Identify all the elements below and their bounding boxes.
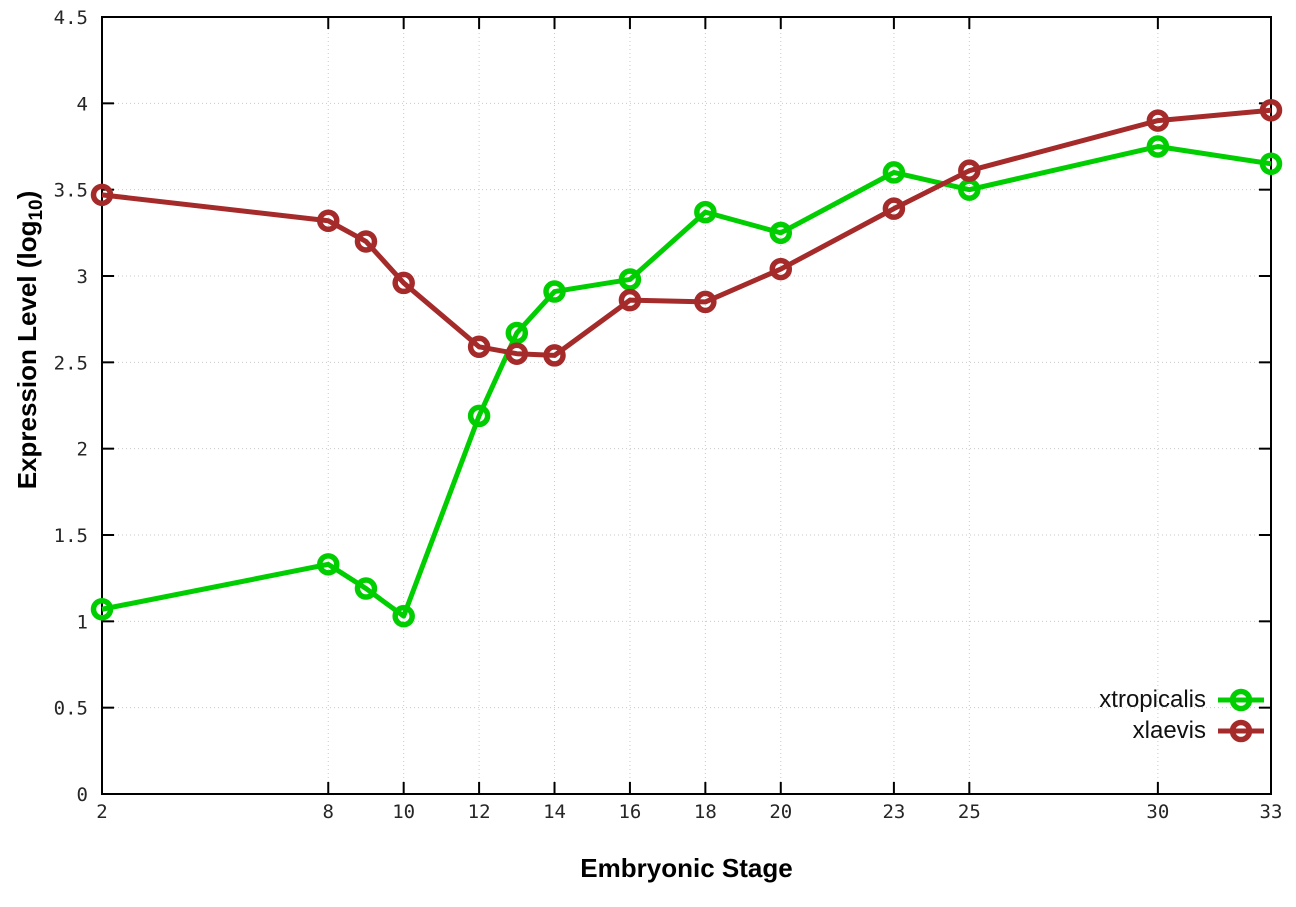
data-point-xlaevis-16 <box>618 288 642 312</box>
data-point-xlaevis-12 <box>467 335 491 359</box>
y-tick-label-3.5: 3.5 <box>54 180 88 202</box>
data-point-xtropicalis-13 <box>505 321 529 345</box>
data-point-xtropicalis-12 <box>467 404 491 428</box>
legend-line-marker-icon <box>1218 719 1264 742</box>
data-point-xlaevis-10 <box>392 271 415 295</box>
data-point-xlaevis-8 <box>317 209 340 232</box>
plot-border <box>101 16 1272 795</box>
data-point-xtropicalis-18 <box>694 200 717 224</box>
y-axis-title-text: Expression Level (log <box>11 220 42 490</box>
data-point-xlaevis-25 <box>958 159 981 182</box>
x-axis-title: Embryonic Stage <box>580 853 793 883</box>
x-tick-label-10: 10 <box>392 801 415 823</box>
legend-label-xtropicalis: xtropicalis <box>1099 685 1206 713</box>
x-tick-label-20: 20 <box>769 801 792 823</box>
x-tick-label-23: 23 <box>882 801 905 823</box>
data-point-xlaevis-33 <box>1259 98 1283 122</box>
data-point-xtropicalis-10 <box>392 604 415 628</box>
y-tick-label-4: 4 <box>77 93 88 115</box>
y-axis-title-subscript: 10 <box>26 199 48 221</box>
data-point-xlaevis-14 <box>543 344 566 367</box>
y-tick-label-1: 1 <box>77 611 88 633</box>
data-point-xlaevis-2 <box>90 183 114 207</box>
data-point-xtropicalis-16 <box>618 268 642 291</box>
x-tick-label-33: 33 <box>1260 801 1283 823</box>
y-axis-title: Expression Level (log10) <box>12 191 48 490</box>
data-point-xtropicalis-14 <box>543 280 566 303</box>
data-point-xtropicalis-20 <box>769 221 793 245</box>
data-point-xtropicalis-2 <box>90 597 114 621</box>
data-point-xlaevis-30 <box>1146 109 1170 132</box>
x-tick-label-14: 14 <box>543 801 566 823</box>
data-point-xtropicalis-30 <box>1146 135 1170 158</box>
x-tick-label-25: 25 <box>958 801 981 823</box>
y-tick-label-2.5: 2.5 <box>54 352 88 374</box>
y-tick-label-4.5: 4.5 <box>54 7 88 29</box>
y-tick-label-0.5: 0.5 <box>54 698 88 720</box>
legend: xtropicalis xlaevis <box>1099 684 1264 746</box>
data-point-xlaevis-23 <box>882 197 906 220</box>
x-tick-label-16: 16 <box>618 801 641 823</box>
legend-item-xtropicalis: xtropicalis <box>1099 684 1264 715</box>
y-axis-title-close: ) <box>11 190 42 200</box>
y-tick-label-0: 0 <box>77 784 88 806</box>
x-tick-label-8: 8 <box>323 801 334 823</box>
data-point-xlaevis-9 <box>354 230 378 253</box>
x-tick-label-12: 12 <box>468 801 491 823</box>
data-point-xtropicalis-23 <box>882 161 906 184</box>
y-tick-label-2: 2 <box>77 439 88 461</box>
data-point-xlaevis-20 <box>769 257 793 281</box>
data-point-xtropicalis-33 <box>1259 152 1283 176</box>
x-tick-label-18: 18 <box>694 801 717 823</box>
data-point-xtropicalis-8 <box>317 553 340 576</box>
legend-item-xlaevis: xlaevis <box>1099 715 1264 746</box>
x-tick-label-2: 2 <box>96 801 107 823</box>
series-line-xlaevis <box>101 107 1272 358</box>
x-tick-label-30: 30 <box>1146 801 1169 823</box>
legend-label-xlaevis: xlaevis <box>1132 716 1206 744</box>
legend-line-marker-icon <box>1218 688 1264 711</box>
y-tick-label-1.5: 1.5 <box>54 525 88 547</box>
y-tick-label-3: 3 <box>77 266 88 288</box>
data-point-xtropicalis-9 <box>354 577 378 600</box>
data-point-xlaevis-13 <box>505 342 529 365</box>
data-point-xlaevis-18 <box>694 290 717 314</box>
